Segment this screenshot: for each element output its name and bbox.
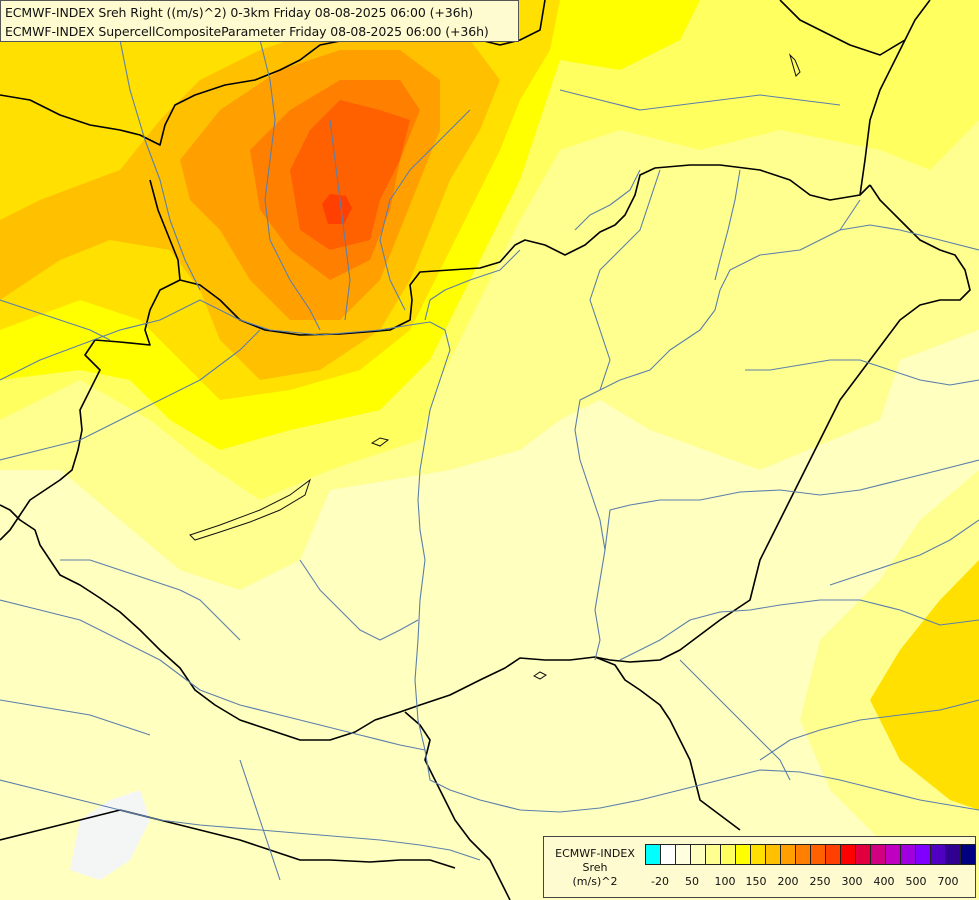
legend-swatch [690,844,706,865]
field-band-600 [290,100,410,250]
legend-tick-label: -20 [651,875,669,888]
legend-swatch [930,844,946,865]
legend-swatch [795,844,811,865]
border-slovakia-hungary [149,164,871,336]
river-timis [759,699,979,761]
legend-tick-label: 250 [809,875,831,888]
header-box: ECMWF-INDEX Sreh Right ((m/s)^2) 0-3km F… [0,0,519,42]
header-title-scp: ECMWF-INDEX SupercellCompositeParameter … [5,24,489,39]
lake-balaton [189,478,311,541]
border-croatia-serbia [404,711,511,900]
legend-swatch [915,844,931,865]
legend-swatch [840,844,856,865]
river-zala [60,559,241,641]
river-morava [119,39,201,291]
river-olt-north [829,519,979,586]
lake-small-2 [533,671,547,680]
legend-swatch [960,844,976,865]
legend-swatch [750,844,766,865]
border-poland-ukraine [779,0,906,56]
legend-ticks: -20 50 100 150 200 250 300 400 500 700 [645,875,975,891]
color-legend: ECMWF-INDEX Sreh (m/s)^2 -20 50 100 150 200 2… [543,836,976,898]
legend-tick-label: 700 [937,875,959,888]
river-bosnia [239,759,281,881]
lake-small-1 [370,437,390,447]
legend-swatch [810,844,826,865]
lake-small-3 [788,53,801,77]
field-band-250-east [870,560,979,810]
legend-swatch [735,844,751,865]
lakes [189,53,801,680]
border-ukraine-north [859,0,931,196]
river-somes [745,359,979,386]
legend-tick-label: 100 [714,875,736,888]
river-sio [299,559,419,641]
header-title-sreh: ECMWF-INDEX Sreh Right ((m/s)^2) 0-3km F… [5,5,474,20]
legend-tick-label: 400 [873,875,895,888]
river-ipel [424,249,521,321]
legend-tick-label: 500 [905,875,927,888]
legend-tick-label: 200 [777,875,799,888]
legend-swatch [765,844,781,865]
legend-tick-label: 50 [685,875,699,888]
river-hron [379,109,471,311]
border-serbia-romania [594,656,741,831]
river-north-poland [559,89,841,111]
legend-swatch [780,844,796,865]
legend-title-line1: ECMWF-INDEX [555,847,635,860]
legend-swatch [885,844,901,865]
river-west-croatia [0,699,151,736]
legend-swatch [825,844,841,865]
river-sava [0,779,481,861]
border-croatia-bosnia [0,809,456,869]
legend-swatch [705,844,721,865]
legend-swatch [870,844,886,865]
border-austria-west [0,279,181,541]
legend-swatch [660,844,676,865]
legend-swatch [855,844,871,865]
rivers [0,39,979,881]
legend-tick-label: 150 [745,875,767,888]
field-band-700 [322,194,352,224]
river-vah [259,39,321,331]
river-austria-1 [0,299,111,341]
river-bega [679,659,791,781]
legend-swatches [645,844,976,865]
legend-title: ECMWF-INDEX Sreh (m/s)^2 [546,847,644,889]
legend-tick-label: 300 [841,875,863,888]
river-nitra [329,119,351,321]
river-hornad [574,169,641,231]
legend-title-line2: Sreh [582,861,608,874]
river-mures [619,599,979,661]
river-danube [0,299,979,813]
legend-swatch [675,844,691,865]
river-sajo [589,169,661,391]
legend-title-line3: (m/s)^2 [572,875,618,888]
legend-swatch [900,844,916,865]
legend-swatch [645,844,661,865]
legend-swatch [720,844,736,865]
river-tisza [574,199,861,661]
river-drava [0,599,426,751]
river-east-1 [839,224,979,251]
border-ukraine-romania [0,184,971,741]
river-koros [604,459,979,551]
river-raab [0,329,261,461]
river-ondava [714,169,741,281]
legend-swatch [945,844,961,865]
